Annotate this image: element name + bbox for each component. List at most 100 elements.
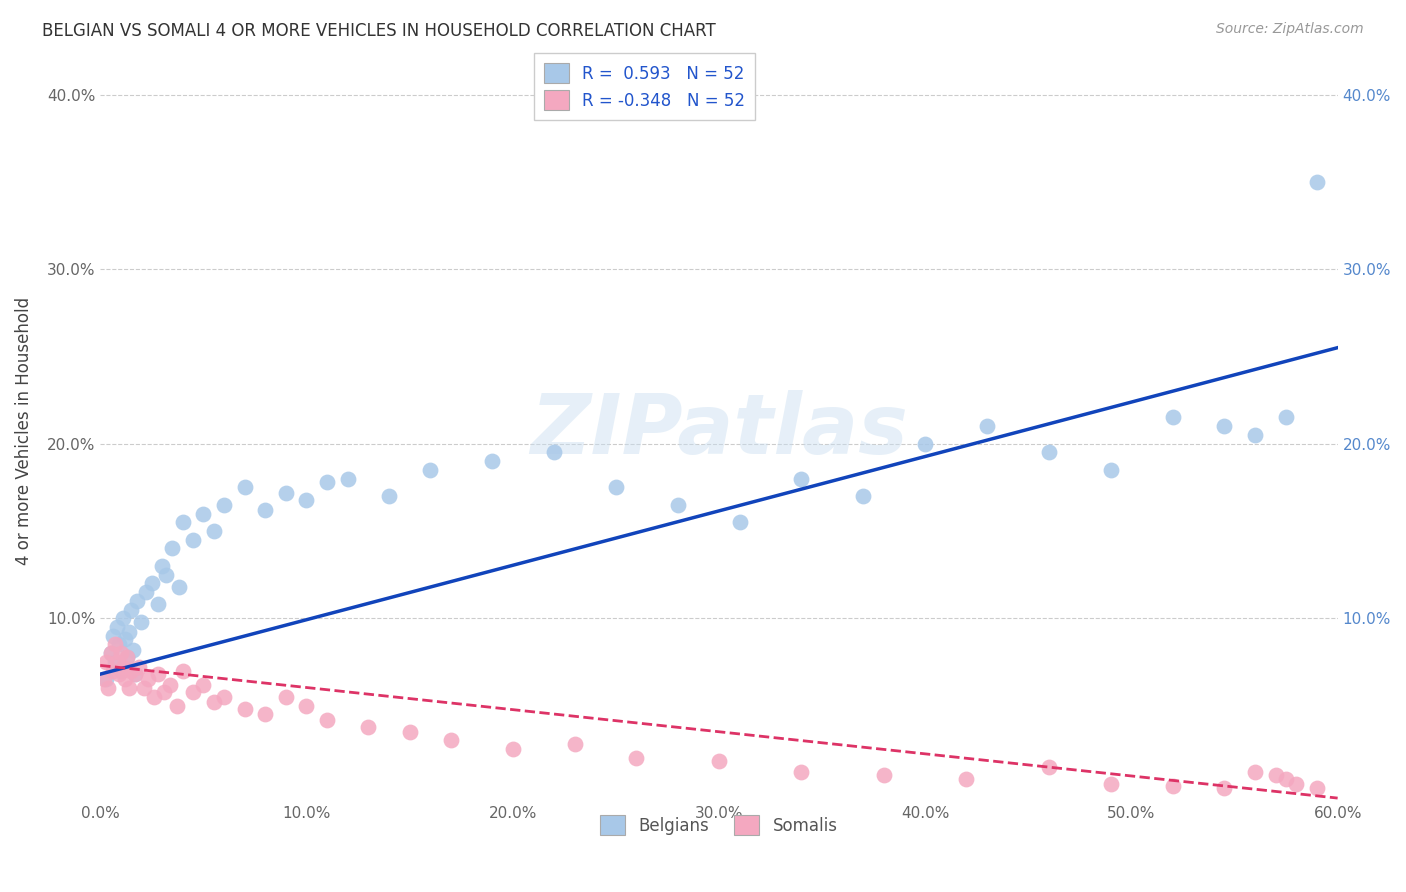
Point xyxy=(136,673,159,687)
Point xyxy=(626,751,648,765)
Point xyxy=(1244,764,1267,779)
Point xyxy=(111,660,134,674)
Point xyxy=(728,515,751,529)
Point xyxy=(502,742,524,756)
Point xyxy=(295,492,318,507)
Point xyxy=(202,695,225,709)
Point xyxy=(1275,772,1298,786)
Point xyxy=(254,707,277,722)
Text: Source: ZipAtlas.com: Source: ZipAtlas.com xyxy=(1216,22,1364,37)
Point xyxy=(96,655,118,669)
Point xyxy=(1275,410,1298,425)
Point xyxy=(1161,779,1184,793)
Point xyxy=(172,664,194,678)
Point xyxy=(1306,175,1329,189)
Point xyxy=(357,719,380,733)
Point xyxy=(104,637,127,651)
Point xyxy=(93,673,115,687)
Point xyxy=(316,713,339,727)
Point xyxy=(873,768,896,782)
Point xyxy=(166,698,188,713)
Point xyxy=(96,673,118,687)
Point xyxy=(115,649,138,664)
Point xyxy=(131,615,153,629)
Point xyxy=(564,737,586,751)
Text: BELGIAN VS SOMALI 4 OR MORE VEHICLES IN HOUSEHOLD CORRELATION CHART: BELGIAN VS SOMALI 4 OR MORE VEHICLES IN … xyxy=(42,22,716,40)
Point xyxy=(790,472,813,486)
Point xyxy=(172,515,194,529)
Point xyxy=(108,637,131,651)
Point xyxy=(101,629,124,643)
Point xyxy=(481,454,503,468)
Point xyxy=(110,646,132,660)
Point xyxy=(115,649,138,664)
Point xyxy=(108,667,131,681)
Point xyxy=(114,673,136,687)
Point xyxy=(120,664,142,678)
Point xyxy=(142,690,165,704)
Point xyxy=(1264,768,1286,782)
Point xyxy=(114,632,136,647)
Point xyxy=(202,524,225,538)
Point xyxy=(155,567,177,582)
Point xyxy=(122,642,145,657)
Point xyxy=(1306,780,1329,795)
Point xyxy=(105,655,128,669)
Point xyxy=(1099,463,1122,477)
Point xyxy=(378,489,401,503)
Point xyxy=(128,660,150,674)
Point xyxy=(1038,759,1060,773)
Point xyxy=(274,485,297,500)
Point xyxy=(159,677,181,691)
Point xyxy=(181,684,204,698)
Point xyxy=(193,507,215,521)
Point xyxy=(419,463,441,477)
Point xyxy=(605,480,627,494)
Point xyxy=(543,445,565,459)
Point xyxy=(212,690,235,704)
Point xyxy=(1099,777,1122,791)
Point xyxy=(120,602,142,616)
Point xyxy=(101,664,124,678)
Point xyxy=(100,646,122,660)
Point xyxy=(274,690,297,704)
Point xyxy=(193,677,215,691)
Point xyxy=(955,772,977,786)
Point xyxy=(146,667,169,681)
Point xyxy=(100,646,122,660)
Point xyxy=(97,681,120,695)
Point xyxy=(146,597,169,611)
Point xyxy=(127,594,149,608)
Point xyxy=(167,580,190,594)
Point xyxy=(790,764,813,779)
Point xyxy=(1213,780,1236,795)
Point xyxy=(336,472,359,486)
Point xyxy=(440,733,463,747)
Point xyxy=(118,681,141,695)
Point xyxy=(104,655,127,669)
Point xyxy=(976,419,998,434)
Point xyxy=(118,625,141,640)
Point xyxy=(124,667,146,681)
Point xyxy=(233,480,256,494)
Point xyxy=(141,576,163,591)
Point xyxy=(316,475,339,489)
Point xyxy=(914,436,936,450)
Point xyxy=(707,755,730,769)
Point xyxy=(1285,777,1308,791)
Point xyxy=(1038,445,1060,459)
Point xyxy=(666,498,689,512)
Point xyxy=(110,664,132,678)
Text: ZIPatlas: ZIPatlas xyxy=(530,390,908,471)
Point xyxy=(153,684,176,698)
Point xyxy=(150,558,173,573)
Point xyxy=(233,702,256,716)
Point xyxy=(105,620,128,634)
Point xyxy=(398,724,420,739)
Point xyxy=(124,667,146,681)
Legend: Belgians, Somalis: Belgians, Somalis xyxy=(591,805,848,846)
Point xyxy=(1161,410,1184,425)
Y-axis label: 4 or more Vehicles in Household: 4 or more Vehicles in Household xyxy=(15,296,32,565)
Point xyxy=(135,585,157,599)
Point xyxy=(111,611,134,625)
